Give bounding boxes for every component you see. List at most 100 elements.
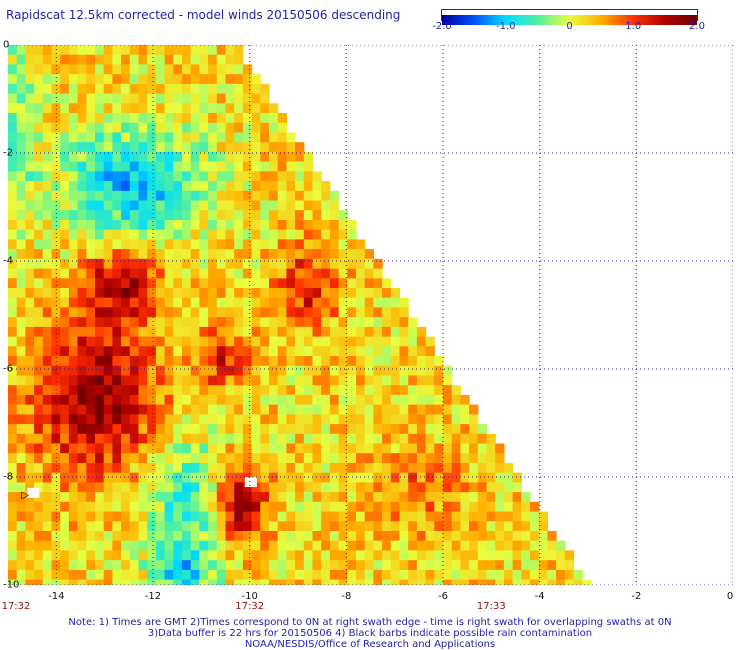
data-cell	[338, 365, 348, 377]
data-cell	[51, 501, 61, 513]
data-cell	[86, 220, 96, 231]
data-cell	[155, 482, 166, 493]
data-cell	[138, 200, 148, 211]
data-cell	[277, 200, 287, 211]
data-cell	[312, 239, 322, 250]
data-cell	[16, 414, 26, 425]
data-cell	[8, 297, 18, 308]
data-cell	[329, 394, 340, 406]
data-cell	[164, 453, 174, 464]
data-cell	[303, 424, 314, 435]
data-cell	[147, 151, 157, 163]
data-cell	[321, 569, 331, 581]
data-cell	[225, 424, 235, 435]
data-cell	[155, 424, 166, 435]
data-cell	[216, 122, 227, 134]
data-cell	[321, 278, 331, 289]
data-cell	[242, 336, 253, 347]
data-cell	[147, 132, 157, 143]
data-cell	[190, 307, 200, 318]
data-cell	[277, 210, 287, 221]
data-cell	[225, 404, 235, 415]
data-cell	[129, 142, 140, 153]
data-cell	[234, 501, 244, 513]
data-cell	[103, 433, 113, 445]
data-cell	[129, 453, 140, 464]
data-cell	[182, 326, 192, 338]
data-cell	[190, 249, 200, 260]
data-cell	[34, 45, 44, 56]
data-cell	[129, 229, 140, 240]
data-cell	[416, 443, 427, 454]
data-cell	[286, 297, 296, 308]
data-cell	[434, 482, 444, 493]
data-cell	[347, 375, 357, 386]
data-cell	[86, 414, 96, 425]
data-cell	[208, 540, 218, 551]
data-cell	[16, 142, 26, 153]
data-cell	[182, 297, 192, 308]
data-cell	[34, 278, 44, 289]
data-cell	[521, 511, 531, 522]
data-cell	[182, 64, 192, 75]
data-cell	[16, 171, 26, 182]
data-cell	[199, 132, 209, 143]
data-cell	[242, 297, 253, 308]
data-cell	[34, 93, 44, 104]
data-cell	[321, 375, 331, 386]
data-cell	[225, 239, 235, 250]
data-cell	[121, 579, 131, 590]
data-cell	[95, 414, 105, 425]
data-cell	[260, 540, 270, 551]
data-cell	[121, 54, 131, 65]
data-cell	[77, 278, 87, 289]
data-cell	[16, 210, 26, 221]
data-cell	[234, 171, 244, 182]
data-cell	[95, 103, 105, 114]
data-cell	[8, 385, 18, 396]
data-cell	[216, 540, 227, 551]
data-cell	[434, 443, 444, 454]
data-cell	[321, 307, 331, 318]
data-cell	[277, 239, 287, 250]
data-cell	[242, 511, 253, 522]
data-cell	[460, 443, 470, 454]
data-cell	[451, 385, 461, 396]
data-cell	[34, 113, 44, 124]
data-cell	[68, 482, 79, 493]
data-cell	[164, 511, 174, 522]
data-cell	[51, 74, 61, 85]
data-cell	[469, 521, 479, 532]
data-cell	[147, 482, 157, 493]
data-cell	[269, 346, 279, 357]
data-cell	[295, 453, 305, 464]
data-cell	[103, 278, 113, 289]
data-cell	[234, 579, 244, 590]
data-cell	[303, 190, 314, 202]
data-cell	[373, 307, 383, 318]
data-cell	[399, 336, 409, 347]
data-cell	[16, 249, 26, 260]
data-cell	[234, 45, 244, 56]
data-cell	[216, 414, 227, 425]
data-cell	[51, 239, 61, 250]
data-cell	[25, 161, 35, 172]
data-cell	[112, 501, 122, 513]
data-cell	[68, 113, 79, 124]
data-cell	[225, 132, 235, 143]
data-cell	[103, 249, 113, 260]
data-cell	[216, 511, 227, 522]
data-cell	[286, 394, 296, 406]
data-cell	[216, 161, 227, 172]
data-cell	[329, 424, 340, 435]
data-cell	[382, 336, 392, 347]
data-cell	[225, 443, 235, 454]
data-cell	[242, 540, 253, 551]
data-cell	[295, 151, 305, 163]
data-cell	[77, 181, 87, 192]
data-cell	[242, 463, 253, 474]
data-cell	[42, 210, 53, 221]
data-cell	[51, 443, 61, 454]
data-cell	[208, 268, 218, 279]
data-cell	[373, 317, 383, 328]
